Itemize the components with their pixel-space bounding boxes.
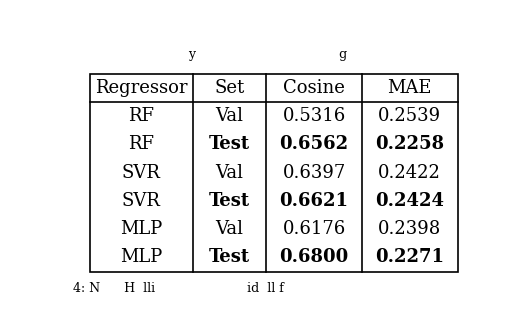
Text: Test: Test [209, 192, 250, 210]
Text: 0.6397: 0.6397 [282, 164, 346, 181]
Text: Val: Val [216, 220, 243, 238]
Text: 0.6176: 0.6176 [282, 220, 346, 238]
Text: Test: Test [209, 135, 250, 153]
Text: 0.2271: 0.2271 [375, 248, 444, 267]
Text: Val: Val [216, 107, 243, 125]
Text: Test: Test [209, 248, 250, 267]
Text: 0.2424: 0.2424 [375, 192, 444, 210]
Text: y                                    g: y g [188, 48, 347, 61]
Bar [90, 73, 458, 272]
Text: SVR: SVR [122, 164, 160, 181]
Text: 0.2398: 0.2398 [378, 220, 442, 238]
Text: 0.5316: 0.5316 [282, 107, 346, 125]
Text: 0.2539: 0.2539 [378, 107, 442, 125]
Text: 4: N      H  lli                       id  ll f: 4: N H lli id ll f [73, 282, 284, 295]
Text: RF: RF [128, 107, 154, 125]
Text: Val: Val [216, 164, 243, 181]
Text: RF: RF [128, 135, 154, 153]
Text: Regressor: Regressor [95, 79, 187, 97]
Text: SVR: SVR [122, 192, 160, 210]
Text: Cosine: Cosine [283, 79, 345, 97]
Text: 0.6800: 0.6800 [279, 248, 349, 267]
Text: MLP: MLP [120, 248, 162, 267]
Text: 0.2422: 0.2422 [378, 164, 441, 181]
Text: MAE: MAE [387, 79, 432, 97]
Text: 0.6621: 0.6621 [280, 192, 349, 210]
Text: MLP: MLP [120, 220, 162, 238]
Text: 0.2258: 0.2258 [375, 135, 444, 153]
Text: Set: Set [215, 79, 244, 97]
Text: 0.6562: 0.6562 [279, 135, 349, 153]
